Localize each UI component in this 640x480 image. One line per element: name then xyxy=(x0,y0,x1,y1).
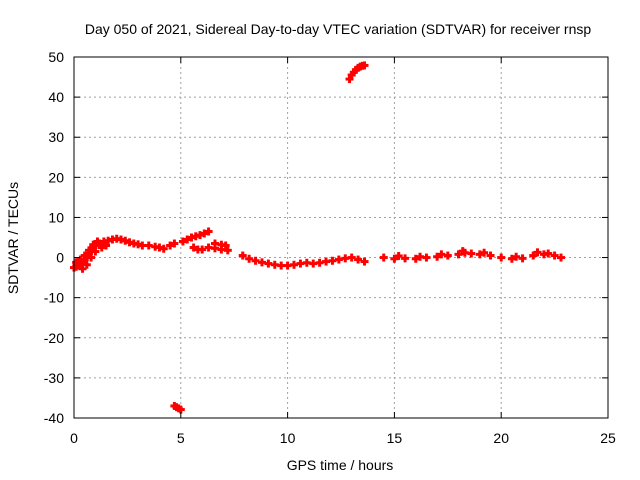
data-point xyxy=(467,249,476,258)
data-point xyxy=(78,264,87,273)
x-tick-label: 20 xyxy=(493,430,509,446)
plot-frame xyxy=(73,56,609,419)
grid-lines xyxy=(74,57,608,418)
data-point xyxy=(390,254,399,263)
data-point xyxy=(401,254,410,263)
data-point xyxy=(518,254,527,263)
data-point xyxy=(394,251,403,260)
y-tick-label: -10 xyxy=(44,290,64,306)
data-point xyxy=(411,254,420,263)
data-point xyxy=(80,251,89,260)
data-point xyxy=(121,236,130,245)
data-point xyxy=(486,251,495,260)
data-point xyxy=(497,253,506,262)
data-point xyxy=(512,252,521,261)
data-point xyxy=(507,254,516,263)
data-point xyxy=(223,246,232,255)
y-tick-labels: -40 -30 -20 -10 0 10 20 30 40 50 xyxy=(44,49,64,426)
data-point xyxy=(379,253,388,262)
data-point xyxy=(245,254,254,263)
y-tick-label: 30 xyxy=(48,129,64,145)
data-point xyxy=(347,253,356,262)
y-tick-label: -20 xyxy=(44,330,64,346)
data-point xyxy=(178,237,187,246)
data-point xyxy=(354,255,363,264)
y-axis-label: SDTVAR / TECUs xyxy=(5,182,21,294)
x-axis-label: GPS time / hours xyxy=(287,457,394,473)
data-point xyxy=(458,247,467,256)
data-point xyxy=(221,241,230,250)
data-point xyxy=(87,253,96,262)
y-tick-label: 20 xyxy=(48,169,64,185)
data-point xyxy=(196,231,205,240)
data-point xyxy=(454,250,463,259)
data-point xyxy=(82,260,91,269)
data-point xyxy=(159,244,168,253)
data-point xyxy=(238,251,247,260)
data-point xyxy=(544,249,553,258)
data-point xyxy=(189,243,198,252)
y-tick-label: 0 xyxy=(56,250,64,266)
data-point xyxy=(93,237,102,246)
chart-title: Day 050 of 2021, Sidereal Day-to-day VTE… xyxy=(85,21,591,37)
data-point xyxy=(433,252,442,261)
data-point xyxy=(200,229,209,238)
axis-ticks xyxy=(73,56,609,419)
data-point xyxy=(170,239,179,248)
data-point xyxy=(360,61,369,70)
data-point xyxy=(198,245,207,254)
data-point xyxy=(183,235,192,244)
data-point xyxy=(102,241,111,250)
data-points xyxy=(70,61,566,414)
x-tick-label: 0 xyxy=(70,430,78,446)
data-point xyxy=(97,243,106,252)
data-point xyxy=(360,257,369,266)
y-tick-label: 10 xyxy=(48,209,64,225)
x-tick-label: 15 xyxy=(387,430,403,446)
x-tick-label: 10 xyxy=(280,430,296,446)
data-point xyxy=(89,240,98,249)
data-point xyxy=(204,227,213,236)
data-point xyxy=(550,251,559,260)
data-point xyxy=(251,256,260,265)
data-point xyxy=(76,255,85,264)
y-tick-label: 40 xyxy=(48,89,64,105)
data-point xyxy=(166,241,175,250)
x-tick-labels: 0 5 10 15 20 25 xyxy=(70,430,616,446)
y-tick-label: -30 xyxy=(44,370,64,386)
data-point xyxy=(529,251,538,260)
x-tick-label: 5 xyxy=(177,430,185,446)
data-point xyxy=(416,252,425,261)
data-point xyxy=(557,253,566,262)
x-tick-label: 25 xyxy=(600,430,616,446)
data-point xyxy=(475,250,484,259)
data-point xyxy=(480,248,489,257)
data-point xyxy=(91,247,100,256)
data-point xyxy=(437,250,446,259)
y-tick-label: -40 xyxy=(44,410,64,426)
y-tick-label: 50 xyxy=(48,49,64,65)
data-point xyxy=(72,258,81,267)
data-point xyxy=(533,248,542,257)
